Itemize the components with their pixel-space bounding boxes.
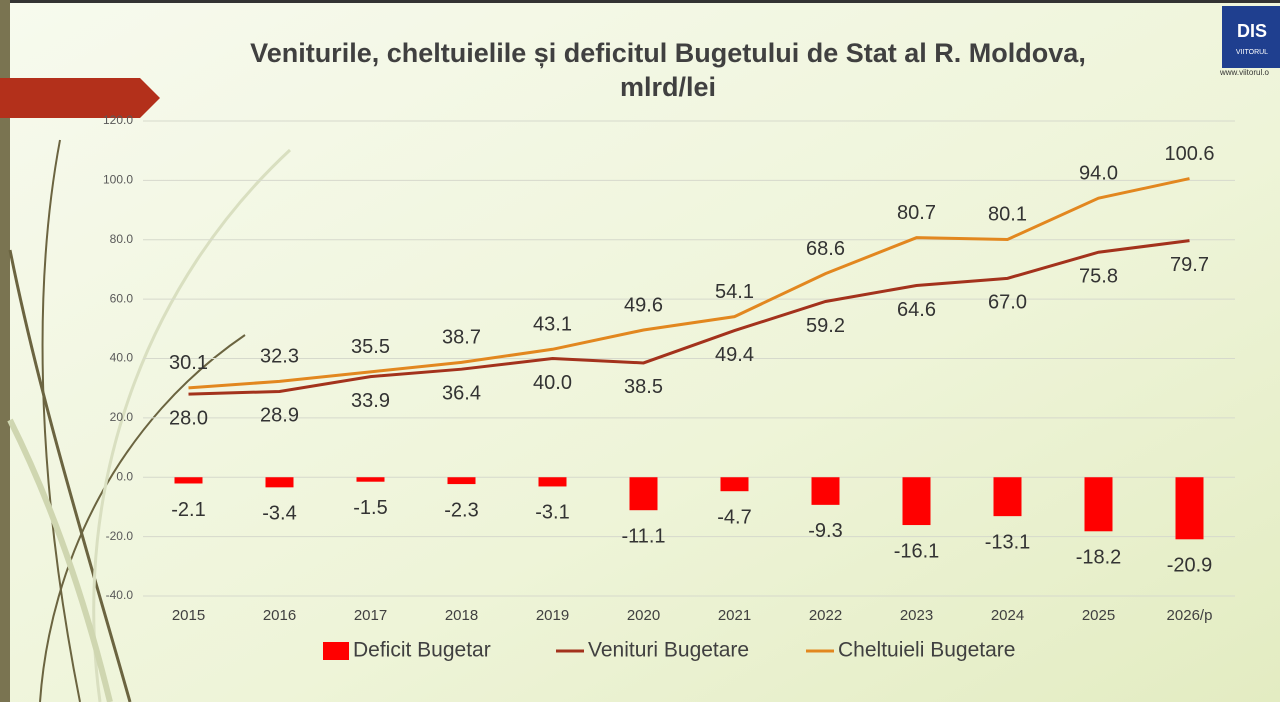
bar xyxy=(1084,477,1113,532)
line xyxy=(188,177,1190,390)
decor-curves xyxy=(7,139,292,702)
x-tick-label: 2015 xyxy=(172,607,205,624)
x-tick-label: 2024 xyxy=(991,607,1024,624)
value-label: 80.1 xyxy=(988,204,1027,226)
bar xyxy=(265,477,294,488)
bar xyxy=(174,477,203,484)
x-tick-label: 2021 xyxy=(718,607,751,624)
value-label: -16.1 xyxy=(894,540,940,562)
bar xyxy=(720,477,749,492)
value-label: 75.8 xyxy=(1079,266,1118,288)
y-tick-label: 80.0 xyxy=(110,232,134,246)
chart-title: Veniturile, cheltuielile și deficitul Bu… xyxy=(250,38,1086,68)
value-label: 68.6 xyxy=(806,238,845,260)
value-label: 59.2 xyxy=(806,315,845,337)
y-tick-label: 60.0 xyxy=(110,291,134,305)
value-label: -11.1 xyxy=(621,525,665,547)
legend-label: Deficit Bugetar xyxy=(353,639,491,662)
bar xyxy=(356,477,385,482)
logo-url: www.viitorul.o xyxy=(1219,68,1269,77)
x-tick-label: 2026/p xyxy=(1167,607,1213,624)
line xyxy=(188,239,1190,396)
logo: DIS VIITORUL www.viitorul.o xyxy=(1219,6,1280,77)
x-tick-label: 2016 xyxy=(263,607,296,624)
bar xyxy=(811,477,840,505)
x-tick-label: 2018 xyxy=(445,607,478,624)
x-tick-label: 2025 xyxy=(1082,607,1115,624)
value-label: 30.1 xyxy=(169,352,208,374)
bar xyxy=(993,477,1022,517)
value-label: 49.4 xyxy=(715,344,754,366)
legend-label: Cheltuieli Bugetare xyxy=(838,639,1015,662)
value-label: 36.4 xyxy=(442,382,481,404)
legend-label: Venituri Bugetare xyxy=(588,639,749,662)
bar xyxy=(447,477,476,485)
y-tick-label: -40.0 xyxy=(106,588,134,602)
value-label: 32.3 xyxy=(260,346,299,368)
value-label: 35.5 xyxy=(351,336,390,358)
value-label: -9.3 xyxy=(808,520,842,542)
bar xyxy=(1175,477,1204,540)
y-tick-label: -20.0 xyxy=(106,529,134,543)
value-label: -13.1 xyxy=(985,531,1031,553)
value-label: -1.5 xyxy=(353,497,387,519)
left-strip xyxy=(0,0,10,702)
value-label: 40.0 xyxy=(533,372,572,394)
x-tick-label: 2020 xyxy=(627,607,660,624)
y-tick-label: 0.0 xyxy=(116,469,133,483)
value-label: 49.6 xyxy=(624,294,663,316)
value-label: 54.1 xyxy=(715,281,754,303)
value-label: 100.6 xyxy=(1164,143,1214,165)
arrow-banner xyxy=(0,78,160,118)
logo-box xyxy=(1222,6,1280,68)
value-label: -18.2 xyxy=(1076,547,1122,569)
value-label: 38.5 xyxy=(624,376,663,398)
value-label: -3.4 xyxy=(262,503,296,525)
value-label: 28.9 xyxy=(260,405,299,427)
x-tick-label: 2022 xyxy=(809,607,842,624)
value-label: 80.7 xyxy=(897,202,936,224)
value-label: 94.0 xyxy=(1079,162,1118,184)
bar xyxy=(538,477,567,487)
value-label: 79.7 xyxy=(1170,254,1209,276)
value-label: 64.6 xyxy=(897,299,936,321)
value-label: 28.0 xyxy=(169,407,208,429)
x-tick-label: 2017 xyxy=(354,607,387,624)
logo-sub: VIITORUL xyxy=(1236,49,1268,56)
value-label: -4.7 xyxy=(717,506,751,528)
logo-name: DIS xyxy=(1237,21,1267,41)
top-line xyxy=(0,0,1280,3)
bar xyxy=(629,477,658,511)
y-tick-label: 100.0 xyxy=(103,173,133,187)
value-label: 43.1 xyxy=(533,314,572,336)
value-label: 33.9 xyxy=(351,390,390,412)
y-tick-label: 20.0 xyxy=(110,410,134,424)
bar xyxy=(902,477,931,526)
value-label: -2.3 xyxy=(444,499,478,521)
value-label: 38.7 xyxy=(442,327,481,349)
y-tick-label: 40.0 xyxy=(110,351,134,365)
x-tick-label: 2023 xyxy=(900,607,933,624)
legend-swatch xyxy=(323,642,349,660)
value-label: -20.9 xyxy=(1167,555,1213,577)
chart-title: mlrd/lei xyxy=(620,72,716,102)
x-tick-label: 2019 xyxy=(536,607,569,624)
value-label: -2.1 xyxy=(171,499,205,521)
value-label: 67.0 xyxy=(988,292,1027,314)
y-tick-label: 120.0 xyxy=(103,113,133,127)
value-label: -3.1 xyxy=(535,502,569,524)
